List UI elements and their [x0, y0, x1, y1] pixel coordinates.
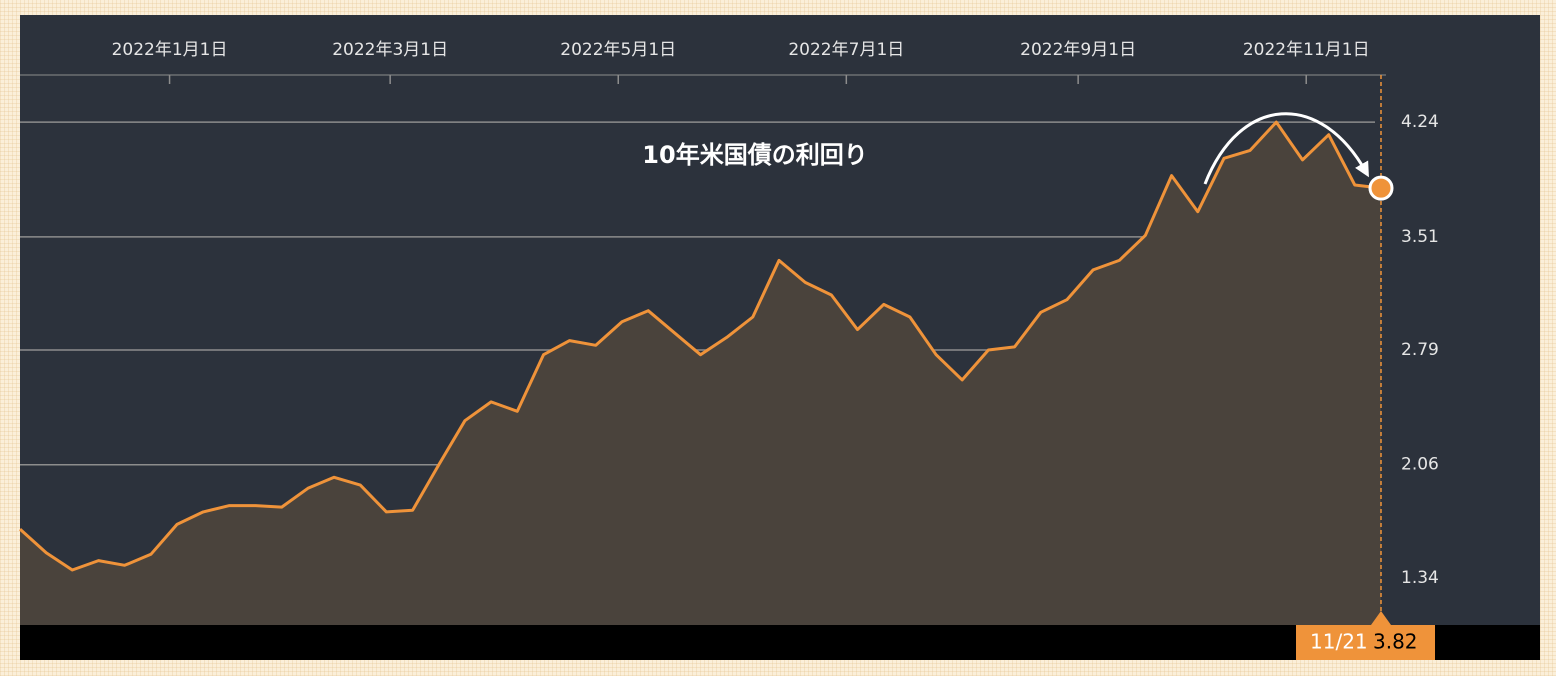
y-tick-label: 3.51 [1401, 227, 1439, 247]
y-tick-label: 1.34 [1401, 568, 1439, 588]
y-tick-label: 4.24 [1401, 112, 1439, 132]
y-tick-label: 2.79 [1401, 340, 1439, 360]
footer-bar [20, 625, 1540, 660]
current-pointer [1371, 611, 1391, 625]
last-point [1368, 175, 1394, 201]
x-tick-label: 2022年11月1日 [1243, 40, 1370, 60]
line [18, 120, 1382, 572]
x-tick-label: 2022年9月1日 [1020, 40, 1136, 60]
x-tick-label: 2022年3月1日 [332, 40, 448, 60]
x-tick-label: 2022年5月1日 [560, 40, 676, 60]
labels: 1.34 2.06 2.79 3.51 4.24 2022年1月1日 2022年3月1日 20… [112, 40, 1439, 660]
area-fill [20, 122, 1381, 625]
current-value: 3.82 [1373, 630, 1418, 654]
x-tick-label: 2022年1月1日 [112, 40, 228, 60]
current-date: 11/21 [1310, 630, 1368, 654]
current-label-box [1296, 625, 1435, 660]
x-tick-label: 2022年7月1日 [788, 40, 904, 60]
trend-arrow [1203, 112, 1369, 185]
y-tick-label: 2.06 [1401, 455, 1439, 475]
chart-title: 10年米国債の利回り [642, 141, 867, 169]
plot [18, 75, 1394, 625]
